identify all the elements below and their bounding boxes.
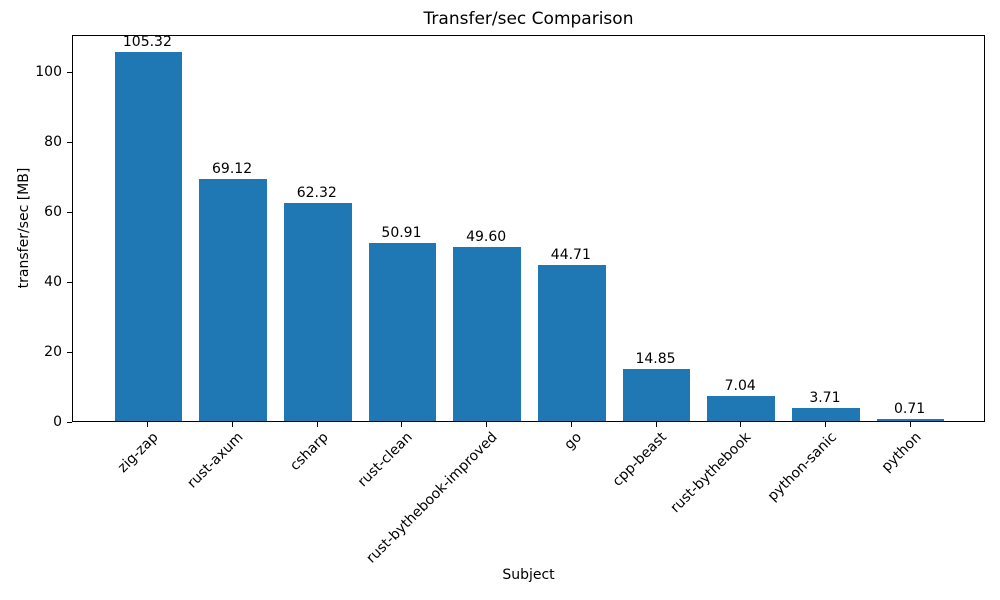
bar-value-label: 44.71 — [550, 246, 591, 263]
bar-value-label: 49.60 — [466, 229, 507, 246]
x-tick-mark — [570, 422, 572, 427]
x-tick-mark — [147, 422, 149, 427]
y-tick-mark — [67, 422, 72, 423]
bar-rust-bythebook-improved — [453, 247, 522, 421]
y-tick-mark — [67, 212, 72, 214]
x-tick-label: rust-bythebook — [668, 429, 755, 517]
bar-go — [537, 264, 606, 421]
plot-area — [72, 35, 985, 422]
y-tick-mark — [67, 352, 72, 353]
x-tick-mark — [486, 422, 488, 427]
bar-rust-clean — [368, 242, 437, 421]
bar-csharp — [283, 202, 352, 421]
bar-value-label: 3.71 — [809, 390, 841, 407]
y-tick-label: 100 — [35, 64, 62, 81]
y-axis-label: transfer/sec [MB] — [16, 167, 32, 289]
x-tick-label: rust-clean — [355, 429, 417, 491]
x-tick-label: rust-axum — [184, 429, 247, 492]
y-tick-mark — [67, 142, 72, 144]
y-tick-label: 20 — [44, 344, 62, 360]
bar-value-label: 69.12 — [212, 161, 253, 178]
x-tick-label: cpp-beast — [609, 429, 671, 490]
y-tick-mark — [67, 282, 72, 284]
bar-cpp-beast — [622, 369, 691, 421]
x-tick-mark — [232, 422, 234, 427]
x-tick-label: python-sanic — [764, 429, 840, 505]
bar-value-label: 62.32 — [296, 184, 337, 201]
x-tick-mark — [909, 422, 911, 427]
bar-python-sanic — [792, 408, 860, 421]
x-tick-label: zig-zap — [115, 429, 162, 476]
x-axis-label: Subject — [502, 567, 555, 583]
chart-title: Transfer/sec Comparison — [423, 9, 634, 29]
x-tick-label: python — [878, 429, 925, 476]
y-tick-label: 40 — [44, 274, 62, 291]
x-tick-label: csharp — [286, 429, 332, 474]
x-tick-mark — [824, 422, 826, 427]
x-tick-mark — [316, 422, 318, 427]
bar-rust-axum — [199, 179, 267, 421]
bar-value-label: 14.85 — [635, 351, 676, 368]
x-tick-mark — [655, 422, 657, 427]
bar-zig-zap — [114, 52, 183, 421]
bar-value-label: 0.71 — [894, 400, 926, 417]
x-tick-label: go — [561, 429, 586, 453]
bar-rust-bythebook — [707, 396, 776, 421]
bar-python — [876, 418, 945, 421]
x-tick-mark — [740, 422, 742, 427]
y-tick-label: 0 — [53, 414, 62, 430]
y-tick-label: 60 — [44, 204, 62, 221]
y-tick-mark — [67, 72, 72, 74]
bar-value-label: 105.32 — [122, 34, 172, 51]
x-tick-mark — [401, 422, 403, 427]
bar-value-label: 7.04 — [724, 378, 756, 395]
y-tick-label: 80 — [44, 134, 62, 151]
bar-value-label: 50.91 — [381, 224, 422, 241]
